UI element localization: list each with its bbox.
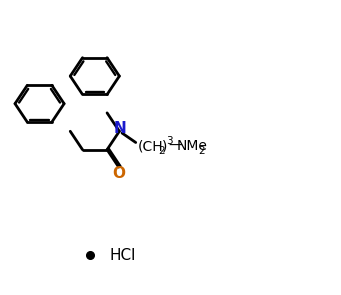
Text: 2: 2 <box>158 146 164 156</box>
Text: (CH: (CH <box>137 139 163 153</box>
Text: 3: 3 <box>166 136 172 146</box>
Text: 2: 2 <box>198 146 205 156</box>
Text: —: — <box>169 139 182 153</box>
Text: O: O <box>112 166 125 181</box>
Text: NMe: NMe <box>176 139 207 153</box>
Text: N: N <box>114 122 127 136</box>
Text: HCl: HCl <box>109 248 135 263</box>
Text: ): ) <box>162 139 167 153</box>
